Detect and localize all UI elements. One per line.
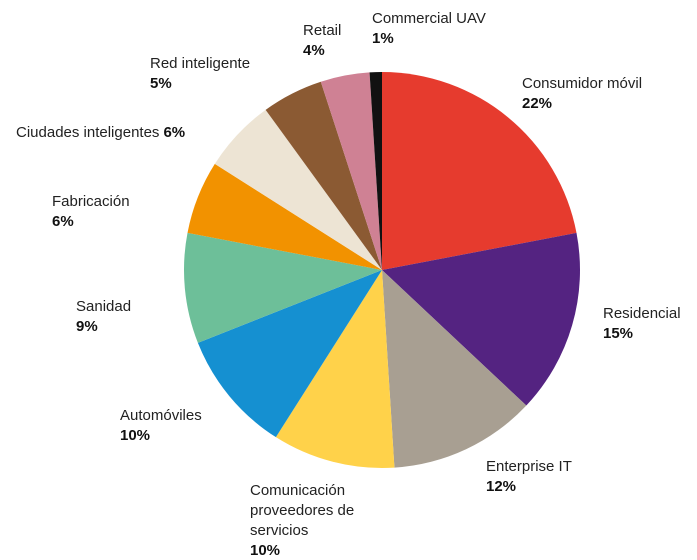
pie-slice: [382, 232, 580, 406]
value-label: 10%: [250, 542, 281, 559]
value-label: 6%: [52, 213, 74, 230]
value-label: 5%: [150, 75, 172, 92]
value-label: 1%: [372, 30, 394, 47]
slice-label: Ciudades inteligentes 6%: [16, 123, 185, 143]
category-name: Residencial: [603, 305, 681, 322]
slice-label: Automóviles 10%: [120, 406, 202, 446]
slice-label: Commercial UAV 1%: [372, 9, 486, 49]
slice-label: Fabricación 6%: [52, 192, 130, 232]
value-label: 10%: [120, 427, 151, 444]
pie-slice: [369, 72, 382, 270]
slice-label: Retail 4%: [303, 21, 341, 61]
category-name: Sanidad: [76, 298, 132, 315]
category-name: Ciudades inteligentes: [16, 124, 160, 141]
category-name: Automóviles: [120, 407, 202, 424]
pie-slice: [382, 72, 577, 270]
category-name: Enterprise IT: [486, 458, 572, 475]
value-label: 4%: [303, 42, 325, 59]
category-name: Commercial UAV: [372, 10, 486, 27]
category-name: Consumidor móvil: [522, 75, 643, 92]
slice-label: Residencial 15%: [603, 304, 681, 344]
slice-label: Consumidor móvil 22%: [522, 74, 642, 114]
pie-slice: [265, 81, 382, 270]
pie-slice: [320, 72, 382, 270]
slice-label: Sanidad 9%: [76, 297, 131, 337]
category-name: Retail: [303, 22, 342, 39]
pie-slice: [184, 232, 382, 343]
category-name: Red inteligente: [150, 55, 251, 72]
slice-label: Enterprise IT 12%: [486, 457, 572, 497]
pie-slice: [275, 270, 395, 468]
value-label: 15%: [603, 325, 634, 342]
slice-label: Comunicación proveedores de servicios 10%: [250, 481, 390, 560]
pie-slice: [214, 109, 382, 270]
category-name: Fabricación: [52, 193, 130, 210]
pie-slice: [187, 163, 382, 270]
value-label: 22%: [522, 95, 553, 112]
pie-slice: [382, 270, 527, 468]
value-label: 9%: [76, 318, 98, 335]
slice-label: Red inteligente 5%: [150, 54, 250, 94]
pie-slice: [197, 270, 382, 438]
value-label: 12%: [486, 478, 517, 495]
value-label: 6%: [163, 124, 186, 141]
category-name: Comunicación proveedores de servicios: [250, 482, 355, 539]
